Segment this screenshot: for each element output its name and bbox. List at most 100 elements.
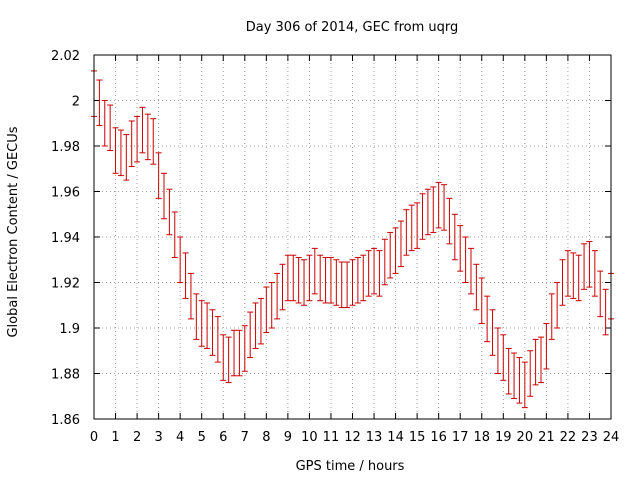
x-tick-label: 14 bbox=[387, 430, 404, 445]
x-tick-label: 7 bbox=[241, 430, 249, 445]
chart-title: Day 306 of 2014, GEC from uqrg bbox=[246, 20, 459, 35]
data-point bbox=[516, 357, 523, 404]
x-tick-label: 1 bbox=[111, 430, 119, 445]
x-tick-label: 11 bbox=[323, 430, 340, 445]
data-point bbox=[451, 213, 458, 261]
y-tick-label: 1.92 bbox=[51, 277, 80, 292]
data-point bbox=[182, 252, 189, 299]
grid bbox=[94, 55, 611, 419]
data-point bbox=[327, 256, 334, 304]
data-point bbox=[204, 302, 211, 349]
data-point bbox=[365, 250, 372, 297]
data-point bbox=[505, 347, 512, 395]
data-point bbox=[150, 118, 157, 165]
x-axis-label: GPS time / hours bbox=[296, 459, 405, 474]
data-point bbox=[198, 300, 205, 347]
data-point bbox=[414, 202, 421, 249]
data-point bbox=[161, 172, 168, 220]
data-point bbox=[333, 259, 340, 306]
x-tick-label: 8 bbox=[262, 430, 270, 445]
x-tick-label: 16 bbox=[430, 430, 447, 445]
data-point bbox=[462, 236, 469, 283]
data-point bbox=[521, 361, 528, 409]
x-tick-label: 5 bbox=[198, 430, 206, 445]
y-tick-label: 1.98 bbox=[51, 140, 80, 155]
data-point bbox=[532, 338, 539, 386]
data-point bbox=[392, 227, 399, 274]
data-point bbox=[279, 263, 286, 311]
data-point bbox=[295, 256, 302, 304]
data-point bbox=[435, 181, 442, 229]
y-tick-label: 1.88 bbox=[51, 368, 80, 383]
data-point bbox=[360, 254, 367, 302]
data-point bbox=[430, 186, 437, 233]
x-tick-label: 23 bbox=[581, 430, 598, 445]
plot-frame bbox=[93, 54, 612, 420]
data-point bbox=[236, 329, 243, 377]
data-point bbox=[473, 263, 480, 311]
y-tick-label: 1.94 bbox=[51, 231, 80, 246]
data-point bbox=[209, 309, 216, 356]
data-point bbox=[441, 184, 448, 231]
x-tick-label: 2 bbox=[133, 430, 141, 445]
x-tick-label: 12 bbox=[344, 430, 361, 445]
data-point bbox=[177, 236, 184, 283]
data-point bbox=[581, 243, 588, 290]
y-tick-label: 1.96 bbox=[51, 186, 80, 201]
data-point bbox=[478, 277, 485, 324]
data-point bbox=[144, 113, 151, 161]
data-point bbox=[252, 302, 259, 349]
data-point bbox=[155, 152, 162, 199]
data-point bbox=[134, 115, 141, 163]
data-point bbox=[247, 311, 254, 359]
data-point bbox=[349, 259, 356, 306]
data-point bbox=[575, 254, 582, 302]
data-point bbox=[257, 297, 264, 345]
data-point bbox=[419, 193, 426, 240]
data-point bbox=[214, 316, 221, 363]
data-point bbox=[570, 252, 577, 299]
x-tick-label: 18 bbox=[473, 430, 490, 445]
data-point bbox=[123, 134, 130, 181]
x-tick-label: 24 bbox=[603, 430, 620, 445]
data-point bbox=[96, 79, 103, 127]
data-point bbox=[274, 272, 281, 320]
data-point bbox=[457, 225, 464, 272]
data-point bbox=[527, 350, 534, 397]
data-point bbox=[317, 254, 324, 302]
x-tick-label: 13 bbox=[366, 430, 383, 445]
data-point bbox=[424, 188, 431, 236]
data-point bbox=[338, 261, 345, 309]
data-point bbox=[301, 259, 308, 306]
x-tick-label: 21 bbox=[538, 430, 555, 445]
data-point bbox=[511, 352, 518, 400]
data-point bbox=[484, 295, 491, 343]
data-point bbox=[139, 106, 146, 154]
data-point bbox=[559, 259, 566, 306]
data-point bbox=[554, 282, 561, 329]
y-tick-label: 2 bbox=[72, 95, 80, 110]
x-tick-label: 3 bbox=[154, 430, 162, 445]
x-tick-label: 17 bbox=[452, 430, 469, 445]
data-point bbox=[220, 334, 227, 381]
data-point bbox=[397, 220, 404, 268]
data-point bbox=[344, 261, 351, 309]
data-point bbox=[241, 325, 248, 372]
data-point bbox=[564, 250, 571, 297]
data-point bbox=[107, 104, 114, 152]
data-point bbox=[381, 238, 388, 286]
data-point bbox=[166, 188, 173, 236]
data-point bbox=[371, 247, 378, 295]
data-point bbox=[225, 336, 232, 384]
y-axis-label: Global Electron Content / GECUs bbox=[6, 126, 21, 337]
data-point bbox=[408, 204, 415, 252]
x-tick-label: 20 bbox=[517, 430, 534, 445]
y-tick-label: 1.86 bbox=[51, 413, 80, 428]
data-point bbox=[322, 256, 329, 304]
data-point bbox=[489, 309, 496, 356]
data-point bbox=[494, 327, 501, 374]
data-series bbox=[91, 70, 614, 409]
data-point bbox=[354, 256, 361, 304]
data-point bbox=[537, 336, 544, 384]
